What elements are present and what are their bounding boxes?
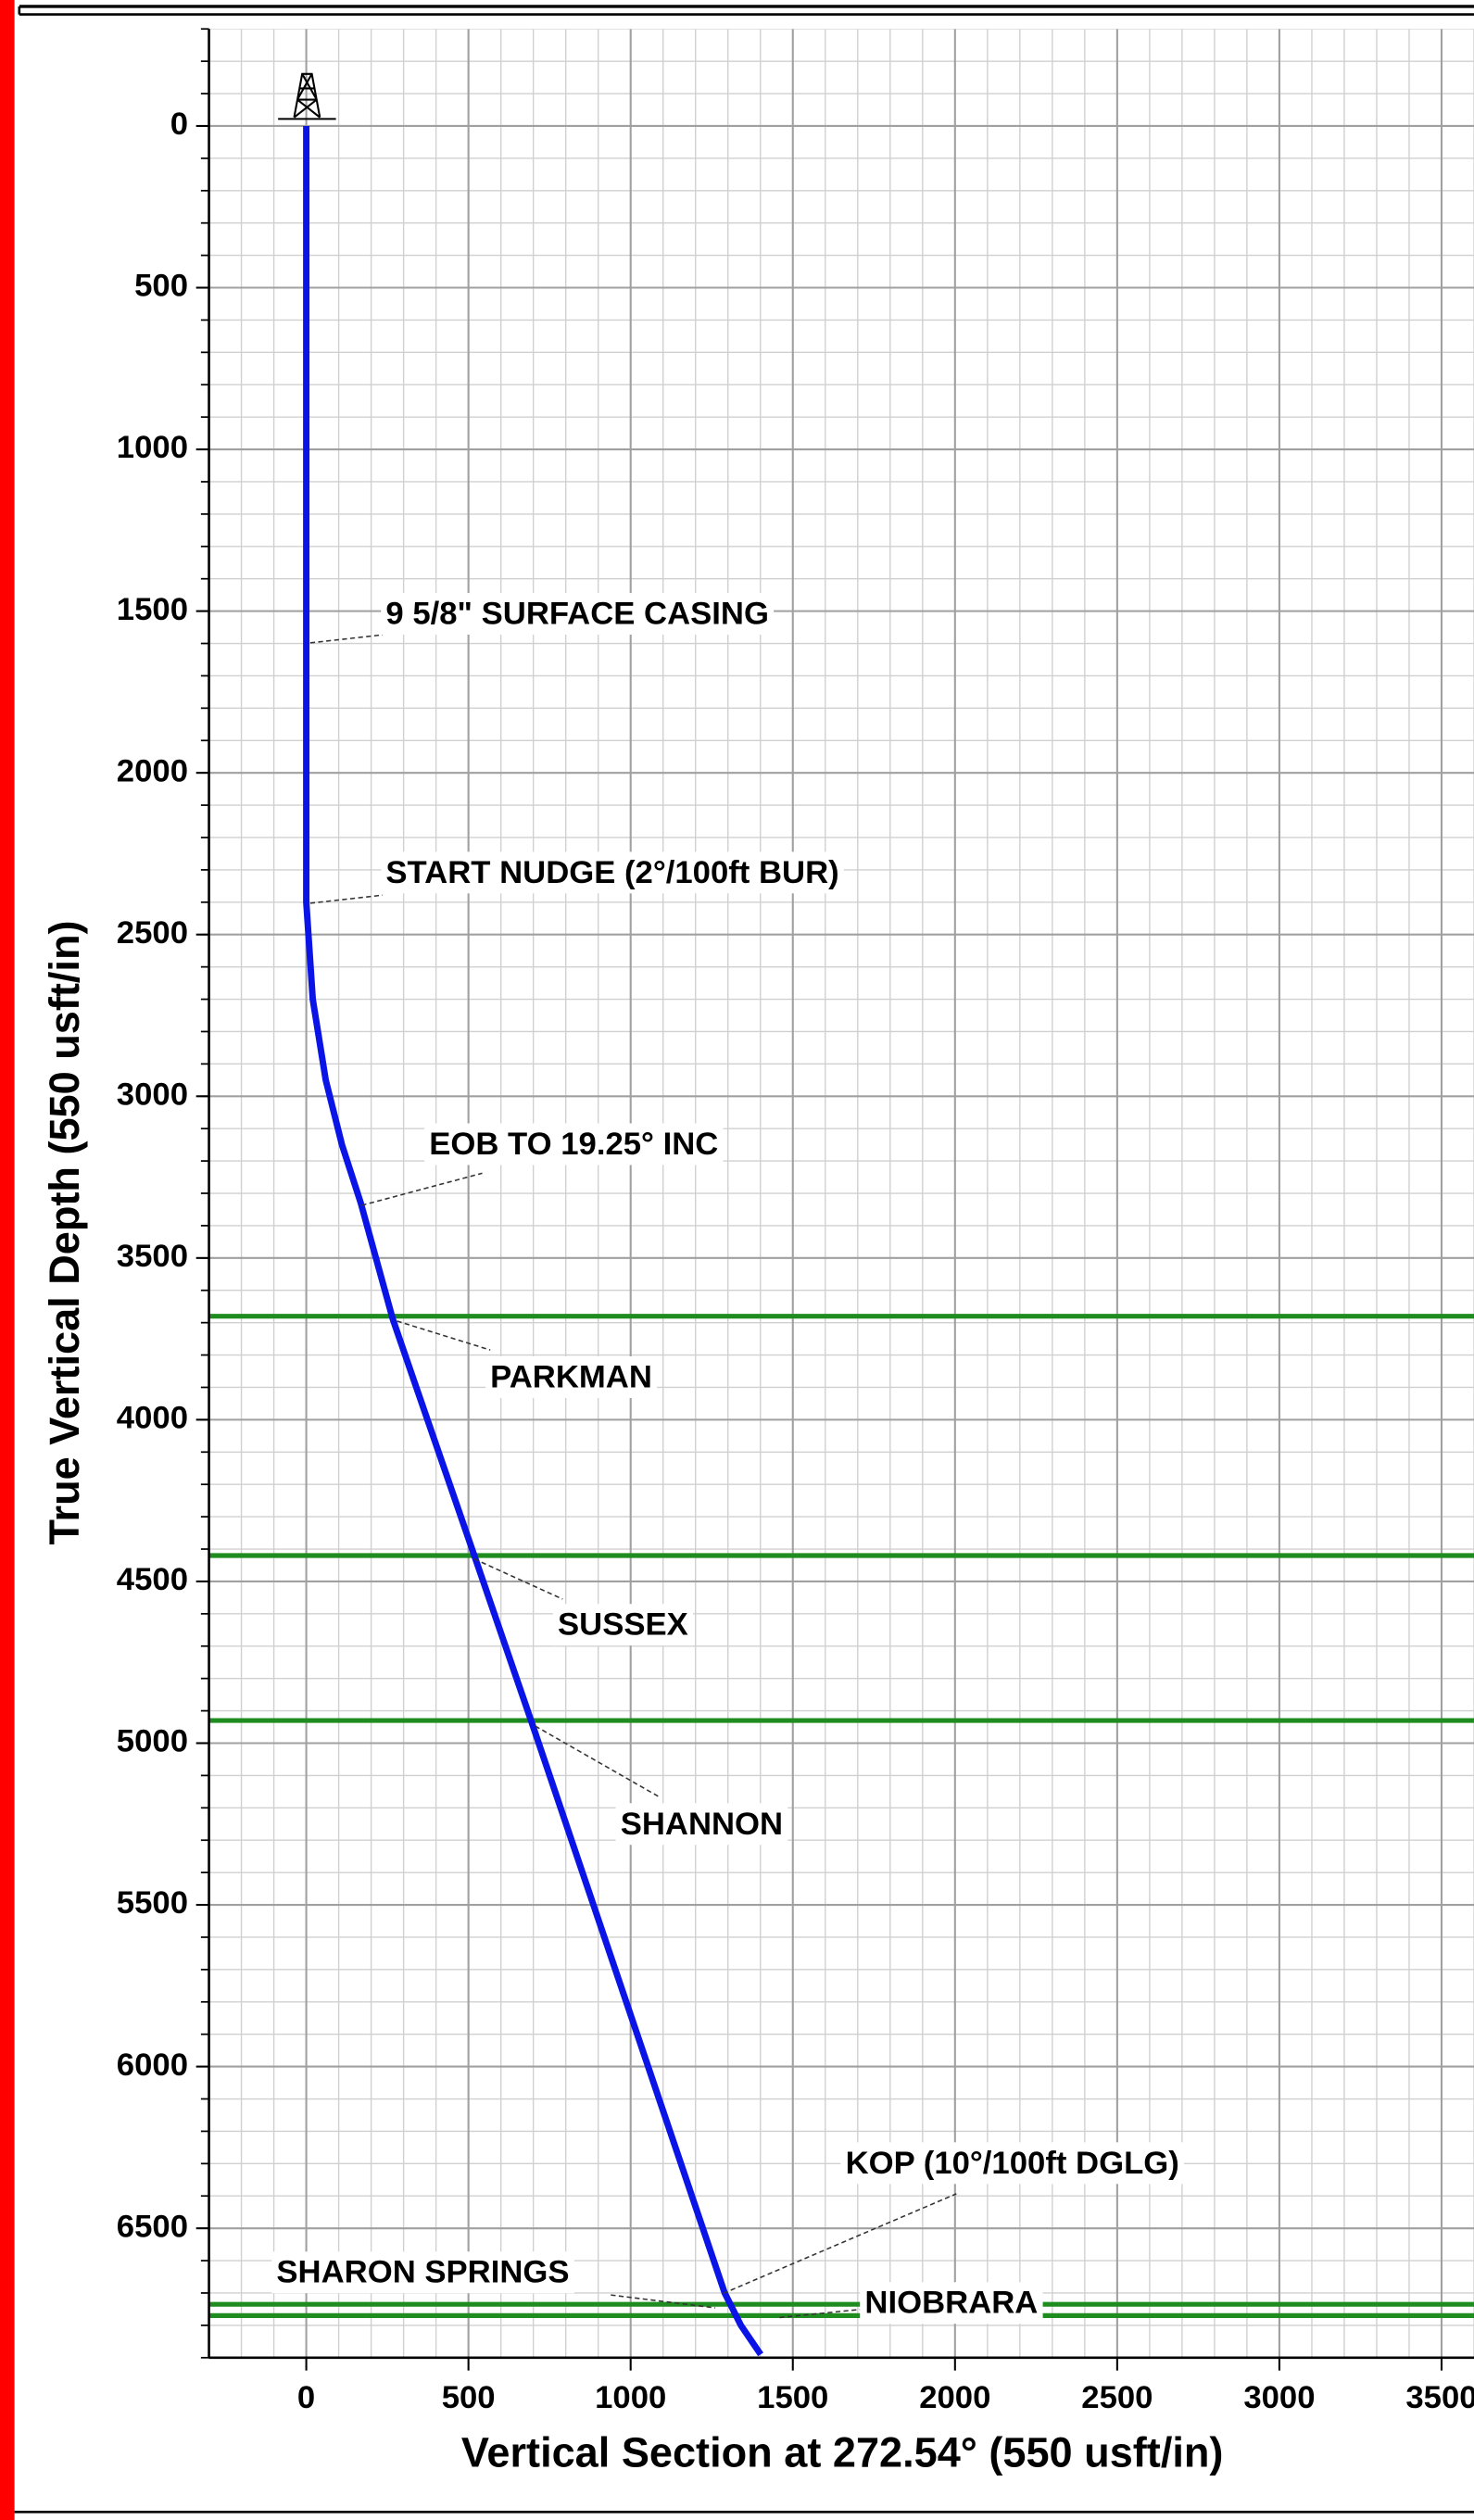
leader-line — [397, 1320, 491, 1351]
y-tick-label: 2000 — [117, 753, 188, 788]
formation-label: PARKMAN — [490, 1360, 652, 1395]
y-tick-label: 3000 — [117, 1077, 188, 1112]
y-tick-label: 5000 — [117, 1724, 188, 1759]
label-background — [485, 1356, 658, 1398]
x-axis-title: Vertical Section at 272.54° (550 usft/in… — [461, 2429, 1224, 2476]
side-bar — [0, 0, 15, 2520]
y-tick-label: 4500 — [117, 1562, 188, 1597]
y-tick-label: 6500 — [117, 2209, 188, 2244]
formation-label: SHANNON — [621, 1807, 783, 1842]
label-background — [840, 2142, 1185, 2185]
rig-icon — [278, 72, 336, 120]
y-tick-label: 3500 — [117, 1239, 188, 1274]
leader-line — [779, 2308, 861, 2319]
leader-line — [473, 1557, 563, 1600]
y-tick-label: 1500 — [117, 592, 188, 627]
label-background — [271, 2251, 574, 2294]
well-path — [303, 125, 763, 2357]
y-tick-label: 4000 — [117, 1401, 188, 1436]
x-tick-label: 2000 — [919, 2380, 990, 2415]
overlay: 0 500 1000 1500 2000 2500 3000 3500 0 500 1000 1500… — [117, 28, 1474, 2415]
y-axis-title: True Vertical Depth (550 usft/in) — [41, 921, 88, 1545]
label-background — [615, 1803, 788, 1846]
x-tick-label: 3000 — [1243, 2380, 1315, 2415]
x-tick-label: 0 — [297, 2380, 315, 2415]
annotation: 9 5/8" SURFACE CASING — [385, 597, 769, 632]
y-tick-label: 0 — [170, 107, 188, 142]
label-background — [424, 1123, 724, 1166]
y-tick-label: 2500 — [117, 915, 188, 951]
leader-line — [361, 1172, 483, 1206]
x-tick-label: 3500 — [1405, 2380, 1474, 2415]
x-tick-label: 500 — [442, 2380, 496, 2415]
x-tick-label: 1500 — [757, 2380, 828, 2415]
y-tick-label: 1000 — [117, 430, 188, 465]
y-tick-label: 6000 — [117, 2048, 188, 2083]
plot-area — [208, 125, 1474, 2357]
formation-label: NIOBRARA — [864, 2286, 1038, 2321]
leader-line — [309, 894, 384, 904]
x-tick-label: 1000 — [595, 2380, 666, 2415]
annotation: START NUDGE (2°/100ft BUR) — [385, 855, 838, 890]
label-background — [381, 851, 844, 894]
formation-label: SUSSEX — [558, 1607, 688, 1643]
leader-line — [723, 2193, 957, 2295]
leader-line — [611, 2294, 716, 2309]
rig-derrick — [293, 72, 321, 119]
y-tick-label: 5500 — [117, 1885, 188, 1921]
grid — [208, 29, 1474, 2358]
leader-line — [309, 634, 384, 644]
y-tick-label: 500 — [134, 269, 188, 304]
formation-label: SHARON SPRINGS — [276, 2255, 569, 2290]
x-tick-label: 2500 — [1081, 2380, 1153, 2415]
annotation: KOP (10°/100ft DGLG) — [846, 2146, 1179, 2181]
label-background — [860, 2282, 1043, 2325]
label-background — [552, 1604, 693, 1646]
annotation: EOB TO 19.25° INC — [429, 1127, 718, 1162]
label-background — [381, 593, 775, 636]
